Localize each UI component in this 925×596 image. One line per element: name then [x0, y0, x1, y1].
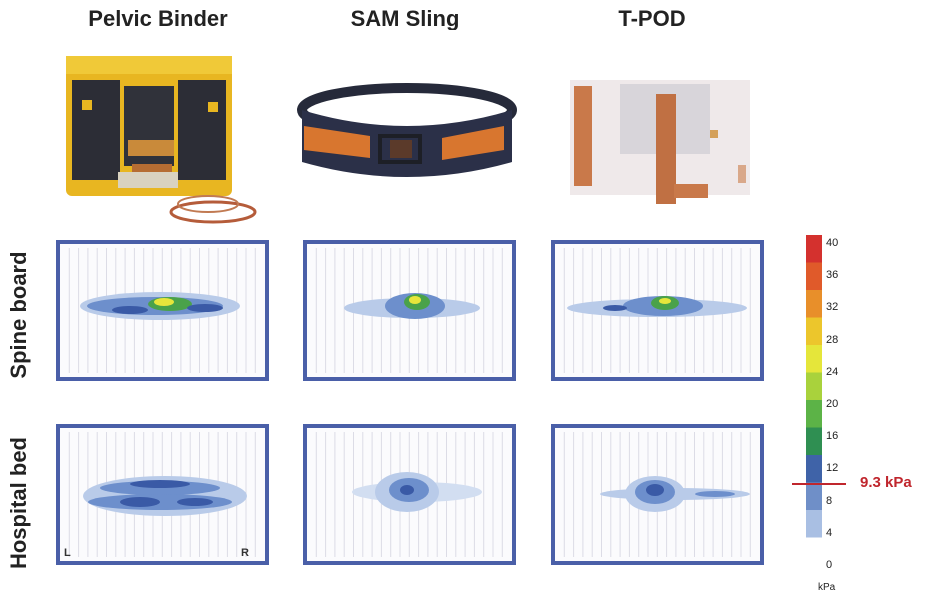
scale-segment	[806, 317, 822, 346]
scale-tick-label: 40	[826, 237, 839, 249]
scale-tick-label: 16	[826, 430, 839, 443]
scale-segment	[806, 482, 822, 511]
pressure-map-sam-sling-hospital-bed	[303, 424, 516, 565]
pressure-map-pelvic-binder-spine-board	[56, 240, 269, 381]
scale-tick-label: 28	[826, 333, 839, 346]
column-title-pelvic-binder: Pelvic Binder	[88, 6, 228, 30]
scale-unit-label: kPa	[818, 582, 836, 593]
scale-segment	[806, 455, 822, 483]
scale-segment	[806, 235, 822, 263]
scale-segment	[806, 345, 822, 373]
scale-segment	[806, 372, 822, 401]
row-label-spine-board: Spine board	[6, 251, 31, 379]
corner-label-left: L	[64, 547, 71, 559]
scale-segment	[806, 537, 822, 566]
row-label-hospital-bed: Hospital bed	[6, 437, 31, 570]
corner-label-right: R	[241, 547, 249, 559]
scale-tick-label: 4	[826, 526, 833, 539]
pressure-map-t-pod-hospital-bed	[551, 424, 764, 565]
scale-tick-label: 32	[826, 301, 839, 314]
scale-segment	[806, 262, 822, 291]
pressure-map-sam-sling-spine-board	[303, 240, 516, 381]
column-title-sam-sling: SAM Sling	[350, 6, 460, 30]
pressure-map-pelvic-binder-hospital-bed: L R	[56, 424, 269, 565]
scale-segment	[806, 427, 822, 456]
scale-tick-label: 24	[826, 365, 839, 378]
column-title-t-pod: T-POD	[618, 6, 686, 30]
threshold-marker-line	[792, 483, 846, 485]
pelvic-binder-image	[58, 52, 263, 227]
scale-tick-label: 0	[826, 559, 833, 571]
pressure-map-t-pod-spine-board	[551, 240, 764, 381]
scale-tick-label: 20	[826, 398, 839, 410]
t-pod-image	[560, 70, 760, 210]
scale-tick-label: 8	[826, 494, 833, 507]
scale-tick-label: 12	[826, 462, 839, 475]
scale-segment	[806, 510, 822, 538]
scale-tick-label: 36	[826, 269, 839, 282]
scale-segment	[806, 400, 822, 428]
color-scale-bar	[806, 235, 822, 566]
scale-segment	[806, 290, 822, 318]
threshold-marker-label: 9.3 kPa	[860, 474, 912, 491]
sam-sling-image	[292, 80, 522, 190]
